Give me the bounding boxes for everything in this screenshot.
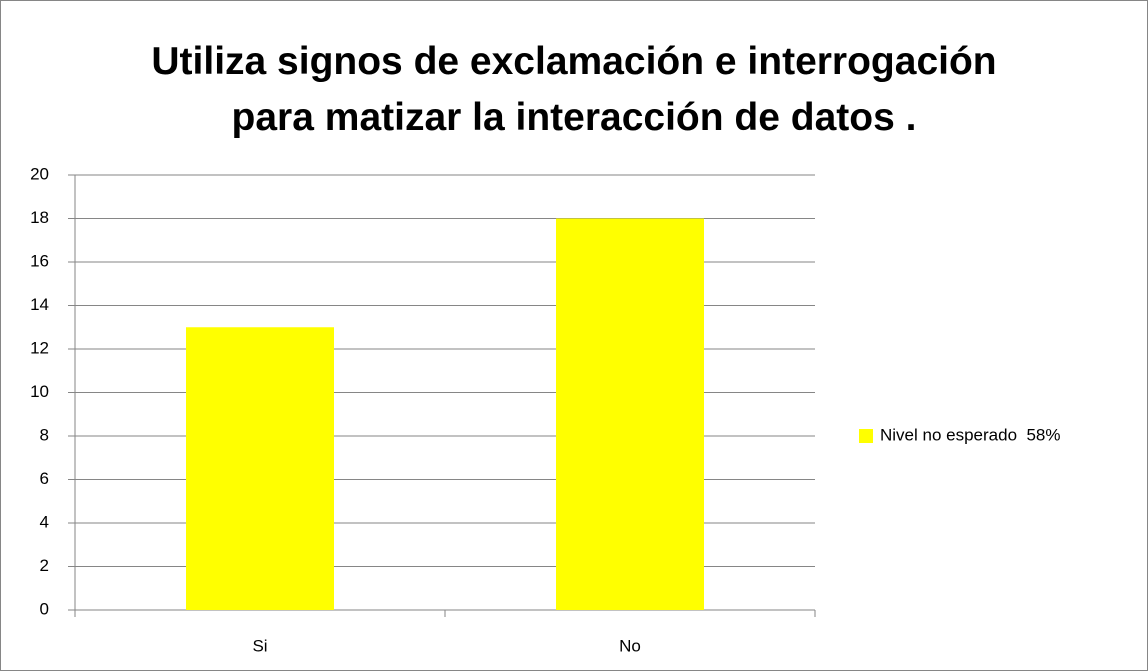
y-tick-label: 8	[40, 425, 49, 444]
y-tick-label: 12	[30, 338, 49, 357]
y-tick-label: 16	[30, 251, 49, 270]
y-tick-label: 20	[30, 164, 49, 183]
bar	[556, 218, 704, 610]
chart-title: Utiliza signos de exclamación e interrog…	[151, 40, 997, 139]
y-tick-label: 4	[40, 512, 49, 531]
y-tick-label: 2	[40, 556, 49, 575]
y-tick-label: 6	[40, 469, 49, 488]
y-tick-label: 14	[30, 295, 49, 314]
x-tick-label: No	[619, 636, 641, 655]
legend-swatch	[859, 429, 873, 443]
y-tick-label: 18	[30, 208, 49, 227]
legend-label: Nivel no esperado 58%	[880, 425, 1061, 444]
bar	[186, 327, 334, 610]
x-tick-label: Si	[252, 636, 267, 655]
y-tick-label: 10	[30, 382, 49, 401]
y-tick-label: 0	[40, 599, 49, 618]
